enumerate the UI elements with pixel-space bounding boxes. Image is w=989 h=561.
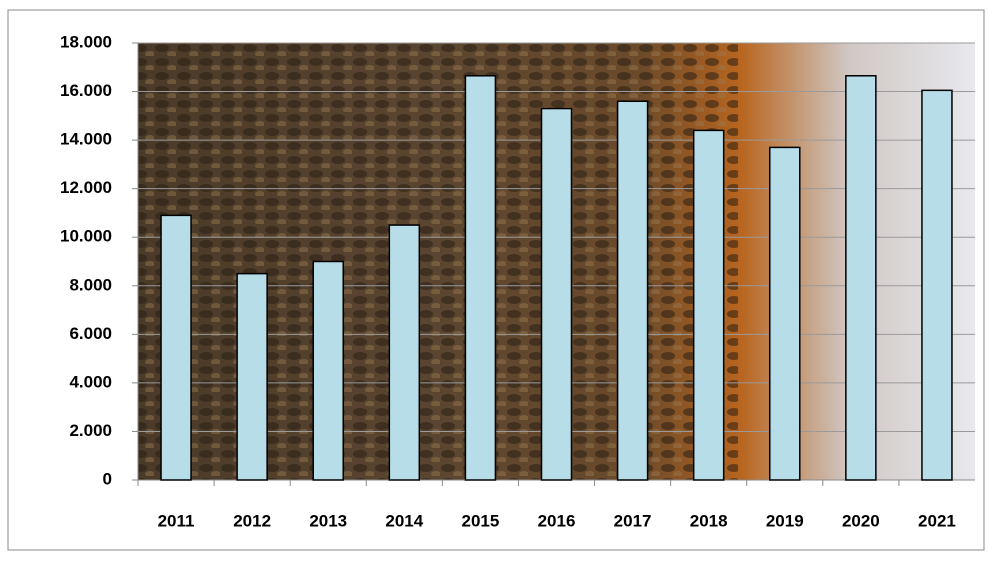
y-tick-label: 4.000	[69, 372, 112, 391]
y-tick-label: 16.000	[60, 81, 112, 100]
y-tick-label: 14.000	[60, 130, 112, 149]
x-tick-label: 2019	[766, 511, 804, 530]
bar	[160, 214, 192, 481]
x-tick-label: 2013	[309, 511, 347, 530]
x-tick-label: 2012	[233, 511, 271, 530]
bar	[388, 224, 421, 481]
bar	[692, 129, 725, 481]
y-tick-label: 2.000	[69, 421, 112, 440]
bar	[236, 272, 268, 481]
x-tick-label: 2011	[158, 511, 195, 530]
x-tick-label: 2020	[842, 511, 880, 530]
bar	[540, 107, 573, 481]
x-tick-label: 2021	[918, 511, 956, 530]
bar	[464, 75, 497, 481]
bar	[769, 146, 801, 481]
x-tick-label: 2015	[461, 511, 499, 530]
bar	[312, 260, 344, 481]
y-tick-label: 0	[103, 469, 112, 488]
bar	[616, 100, 649, 481]
x-tick-label: 2016	[538, 511, 576, 530]
x-tick-label: 2014	[385, 511, 423, 530]
y-tick-label: 10.000	[60, 227, 112, 246]
x-tick-label: 2018	[690, 511, 728, 530]
x-tick-label: 2017	[614, 511, 652, 530]
bar	[845, 75, 877, 481]
y-tick-label: 6.000	[69, 324, 112, 343]
y-tick-label: 18.000	[60, 32, 112, 51]
bar	[921, 89, 953, 481]
y-tick-label: 8.000	[69, 275, 112, 294]
y-tick-label: 12.000	[60, 178, 112, 197]
